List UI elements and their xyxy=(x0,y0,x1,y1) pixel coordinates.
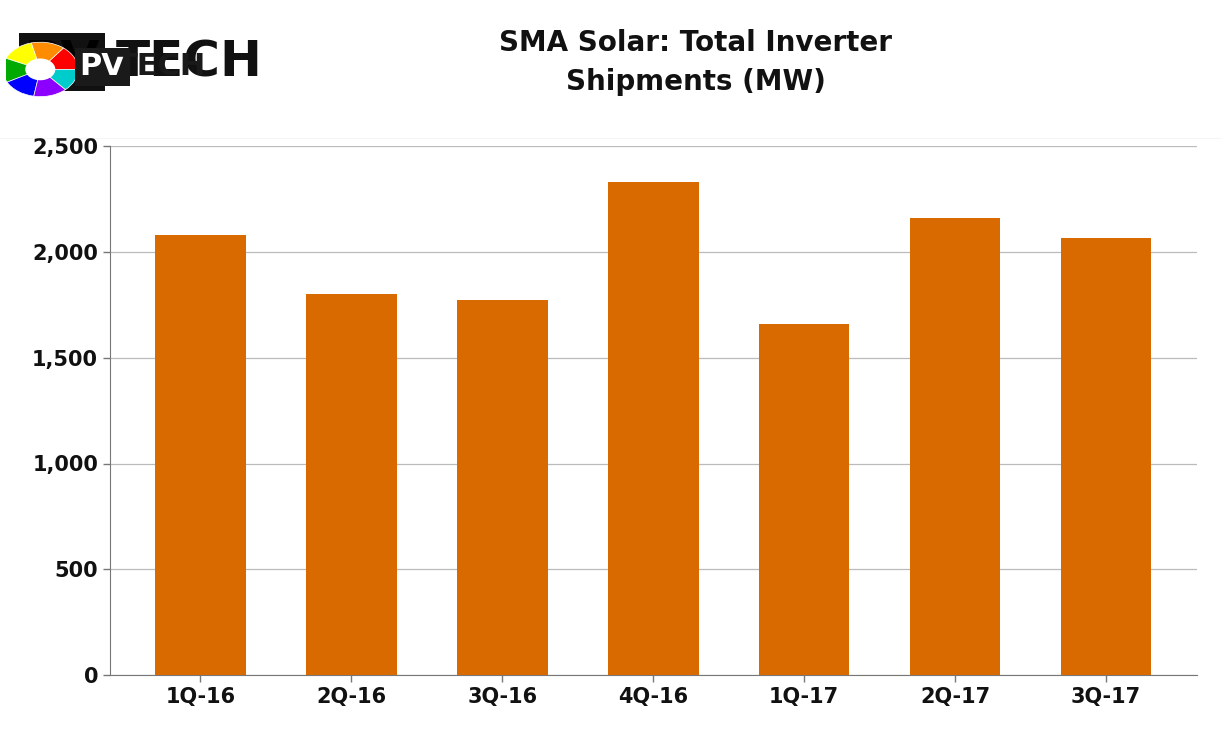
Bar xyxy=(306,294,397,675)
Text: PV: PV xyxy=(79,53,126,82)
Text: PV: PV xyxy=(24,38,100,86)
Text: TECH: TECH xyxy=(117,53,206,82)
Bar xyxy=(910,218,1000,675)
Text: TECH: TECH xyxy=(116,38,263,86)
Bar xyxy=(155,235,245,675)
Wedge shape xyxy=(32,42,63,70)
Wedge shape xyxy=(7,70,40,96)
Circle shape xyxy=(26,58,55,80)
Bar xyxy=(1061,238,1151,675)
Wedge shape xyxy=(6,43,40,70)
Wedge shape xyxy=(40,48,78,70)
Text: SMA Solar: Total Inverter
Shipments (MW): SMA Solar: Total Inverter Shipments (MW) xyxy=(499,29,893,96)
Bar xyxy=(457,299,547,675)
Bar xyxy=(759,324,850,675)
Wedge shape xyxy=(40,70,78,89)
Bar xyxy=(608,182,698,675)
Wedge shape xyxy=(34,70,66,97)
Wedge shape xyxy=(2,58,40,82)
